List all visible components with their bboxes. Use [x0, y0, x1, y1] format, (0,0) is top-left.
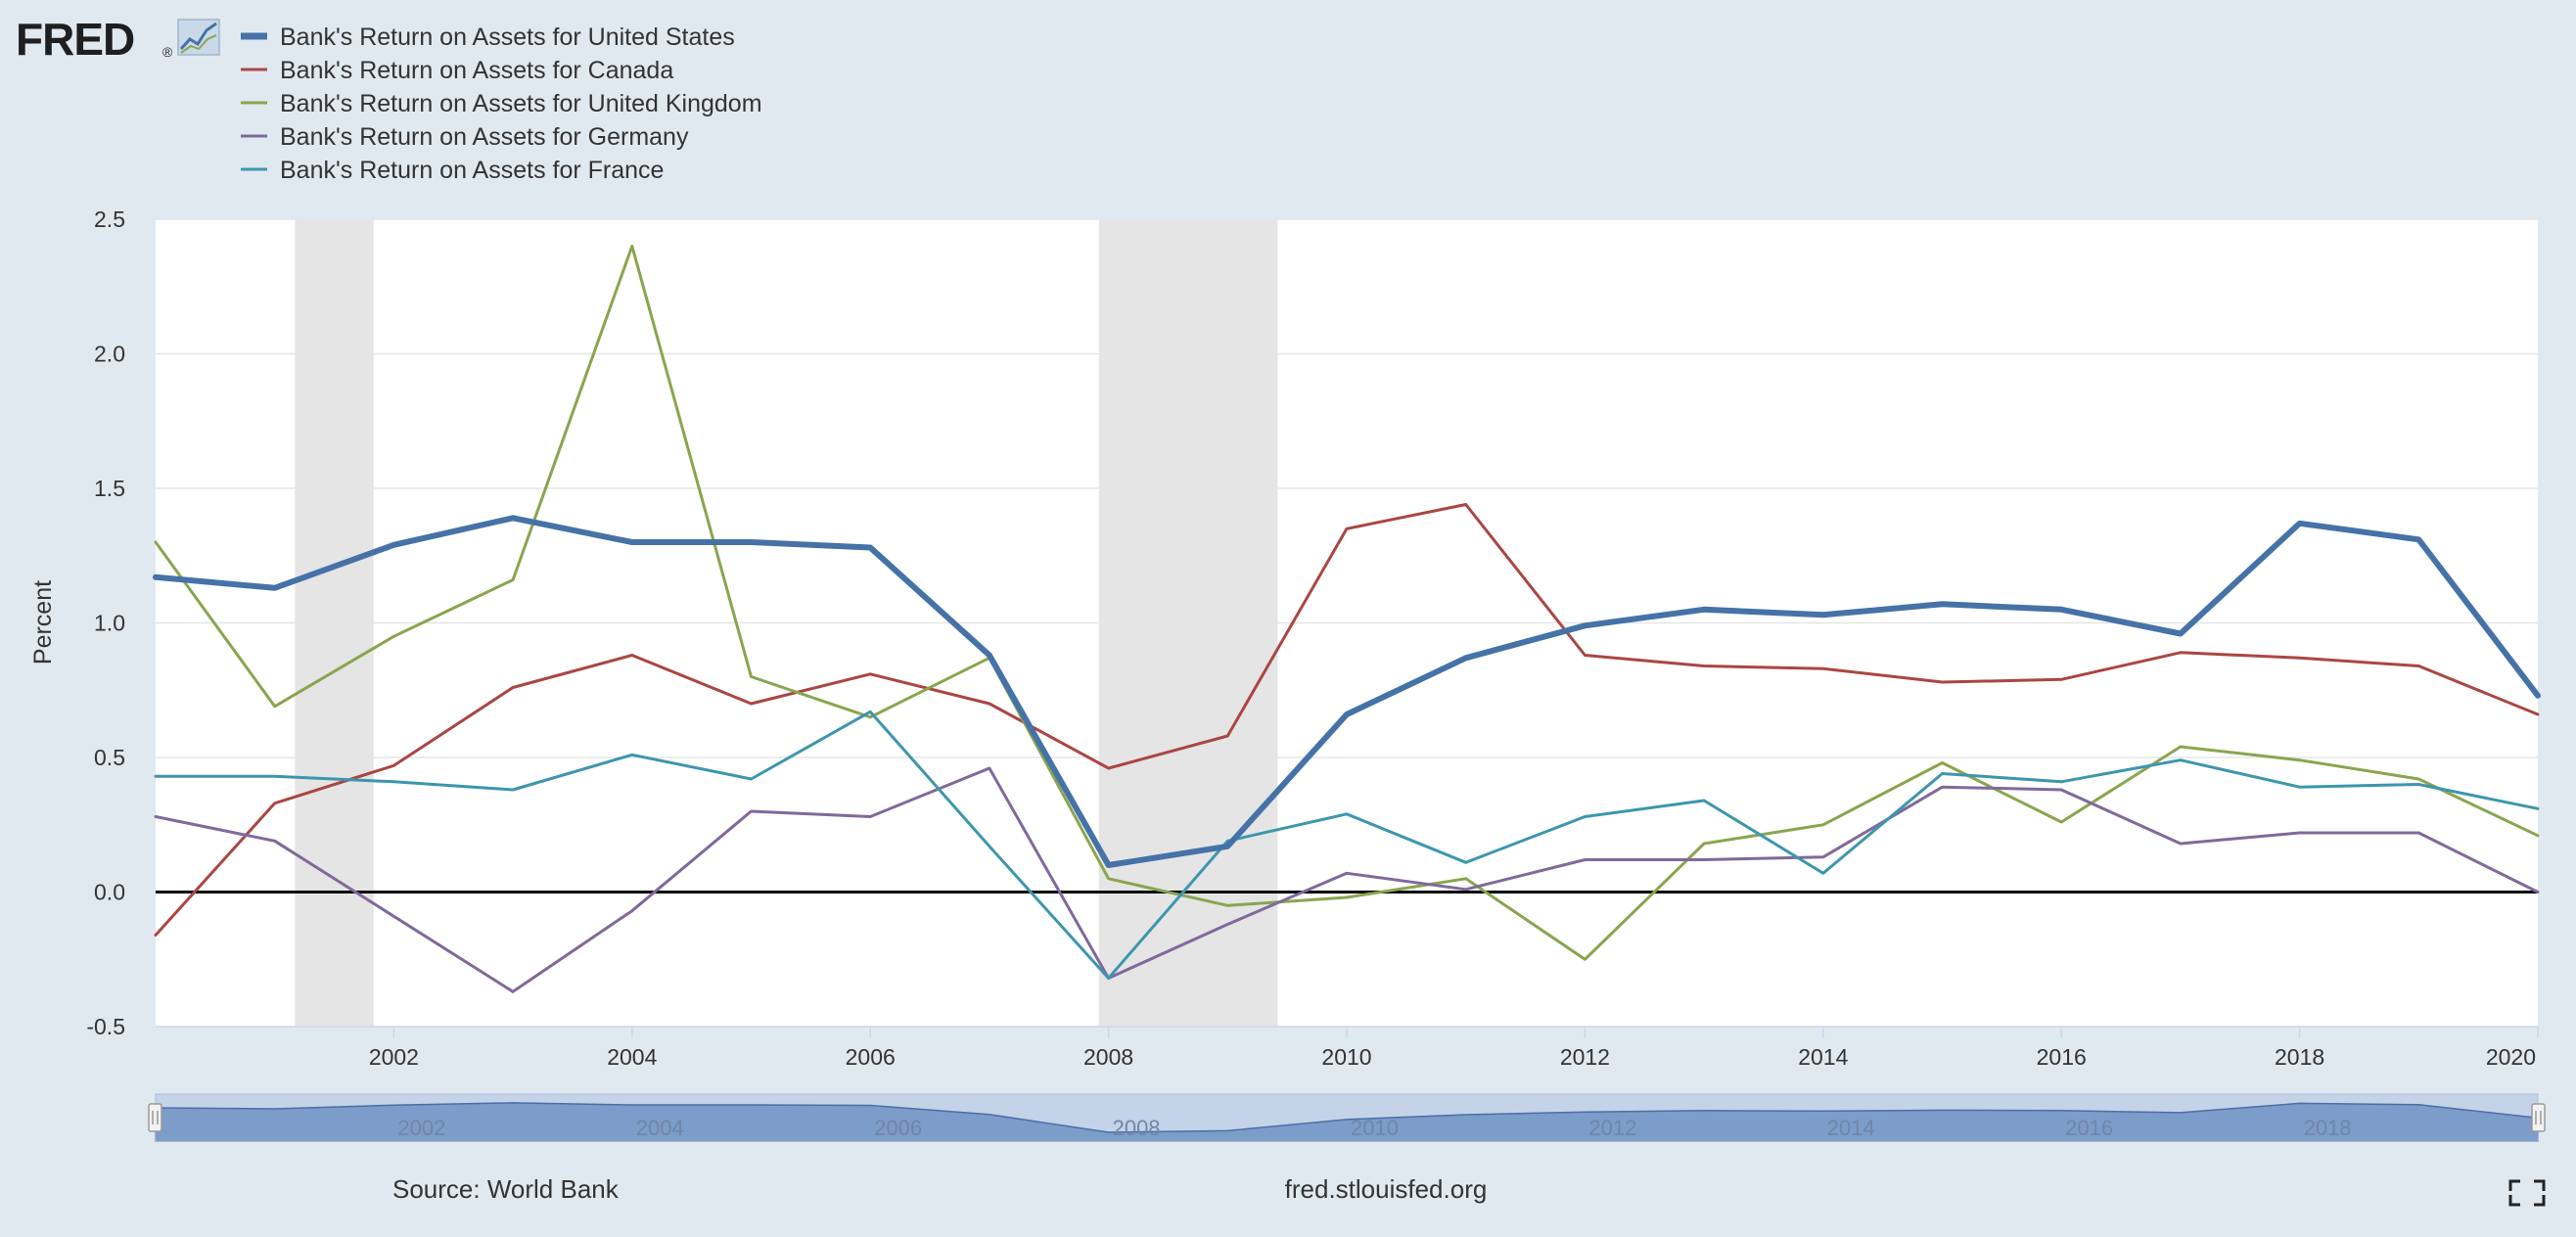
x-tick-label: 2016	[2037, 1044, 2087, 1070]
y-axis-title: Percent	[29, 580, 57, 664]
x-tick-label: 2014	[1798, 1044, 1848, 1070]
y-tick-label: 1.0	[94, 611, 125, 636]
legend: Bank's Return on Assets for United State…	[241, 23, 762, 184]
x-tick-label: 2006	[846, 1044, 896, 1070]
y-tick-label: 0.0	[94, 880, 125, 905]
navigator-label: 2016	[2065, 1116, 2113, 1140]
navigator-label: 2012	[1588, 1116, 1636, 1140]
x-tick-label: 2010	[1321, 1044, 1371, 1070]
navigator-label: 2004	[636, 1116, 684, 1140]
navigator-label: 2002	[397, 1116, 445, 1140]
navigator-series-area	[155, 1102, 2539, 1142]
legend-item-0[interactable]: Bank's Return on Assets for United State…	[241, 23, 735, 51]
y-tick-label: 2.0	[94, 342, 125, 367]
x-tick-label: 2008	[1083, 1044, 1133, 1070]
fred-logo[interactable]: FRED ®	[16, 14, 220, 65]
series-line-3[interactable]	[154, 766, 2540, 993]
legend-label: Bank's Return on Assets for Germany	[280, 123, 689, 151]
x-axis: 2002 2004 2006 2008 2010 2012 2014 2016 2018 2020	[156, 1026, 2539, 1070]
y-tick-label: -0.5	[86, 1014, 125, 1039]
legend-item-4[interactable]: Bank's Return on Assets for France	[241, 157, 664, 184]
navigator[interactable]: 2002 2004 2006 2008 2010 2012 2014 2016 2018	[148, 1093, 2546, 1142]
navigator-right-handle[interactable]	[2531, 1103, 2546, 1132]
logo-registered-mark: ®	[162, 44, 173, 60]
legend-label: Bank's Return on Assets for United State…	[280, 23, 735, 51]
legend-label: Bank's Return on Assets for United Kingd…	[280, 90, 762, 117]
y-tick-label: 0.5	[94, 745, 125, 770]
x-tick-label: 2012	[1560, 1044, 1610, 1070]
site-link[interactable]: fred.stlouisfed.org	[1285, 1174, 1488, 1204]
x-tick-label: 2004	[607, 1044, 657, 1070]
x-tick-label: 2020	[2486, 1044, 2536, 1070]
legend-label: Bank's Return on Assets for France	[280, 157, 664, 184]
navigator-label: 2018	[2304, 1116, 2352, 1140]
y-axis: -0.5 0.0 0.5 1.0 1.5 2.0 2.5	[86, 206, 125, 1039]
navigator-label: 2014	[1827, 1116, 1875, 1140]
navigator-left-handle[interactable]	[148, 1103, 162, 1132]
series-line-2[interactable]	[154, 245, 2540, 961]
logo-text: FRED	[16, 14, 134, 65]
x-tick-label: 2002	[369, 1044, 419, 1070]
legend-item-1[interactable]: Bank's Return on Assets for Canada	[241, 57, 673, 84]
navigator-labels: 2002 2004 2006 2008 2010 2012 2014 2016 2018	[397, 1116, 2351, 1140]
trend-chart-icon	[177, 19, 220, 56]
navigator-label: 2008	[1113, 1116, 1161, 1140]
series-line-1[interactable]	[154, 503, 2540, 937]
x-tick-label: 2018	[2275, 1044, 2324, 1070]
y-tick-label: 2.5	[94, 206, 125, 232]
series-line-0[interactable]	[153, 515, 2541, 868]
navigator-label: 2010	[1351, 1116, 1399, 1140]
series-lines	[153, 245, 2541, 993]
series-line-4[interactable]	[154, 710, 2540, 980]
fullscreen-icon[interactable]	[2508, 1179, 2546, 1207]
legend-item-3[interactable]: Bank's Return on Assets for Germany	[241, 123, 689, 151]
source-text: Source: World Bank	[392, 1174, 620, 1204]
legend-item-2[interactable]: Bank's Return on Assets for United Kingd…	[241, 90, 762, 117]
legend-label: Bank's Return on Assets for Canada	[280, 57, 673, 84]
y-tick-label: 1.5	[94, 476, 125, 501]
navigator-label: 2006	[874, 1116, 922, 1140]
